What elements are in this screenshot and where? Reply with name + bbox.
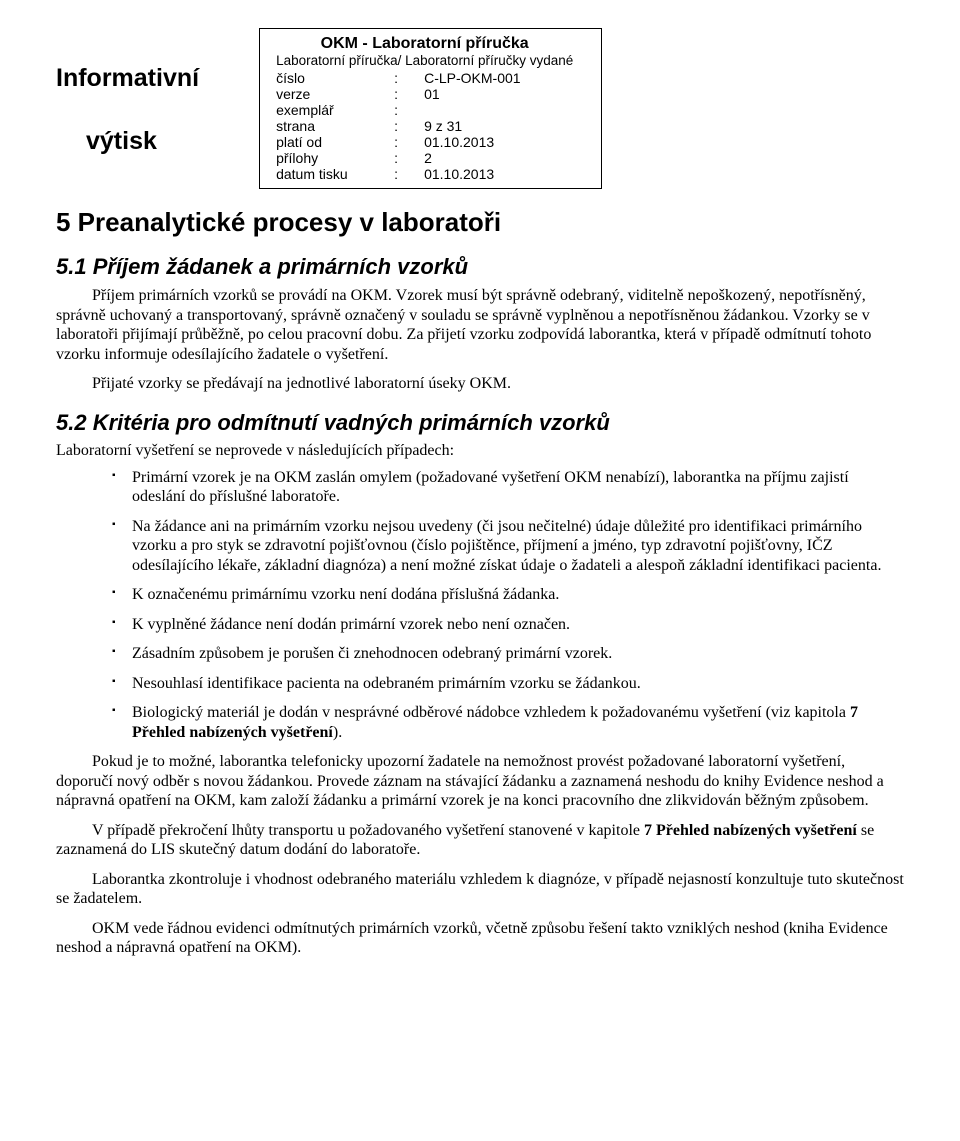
meta-label: strana bbox=[276, 118, 394, 134]
meta-label: exemplář bbox=[276, 102, 394, 118]
meta-value: C-LP-OKM-001 bbox=[424, 70, 573, 86]
stamp-line-2: výtisk bbox=[56, 127, 157, 155]
paragraph: Pokud je to možné, laborantka telefonick… bbox=[56, 752, 904, 811]
section-heading-5: 5 Preanalytické procesy v laboratoři bbox=[56, 207, 904, 238]
text-run: Biologický materiál je dodán v nesprávné… bbox=[132, 704, 850, 721]
meta-value bbox=[424, 102, 573, 118]
meta-colon: : bbox=[394, 70, 424, 86]
text-run: V případě překročení lhůty transportu u … bbox=[92, 822, 644, 839]
list-item: Nesouhlasí identifikace pacienta na odeb… bbox=[112, 674, 904, 694]
subsection-heading-5-1: 5.1 Příjem žádanek a primárních vzorků bbox=[56, 254, 904, 280]
meta-value: 01.10.2013 bbox=[424, 166, 573, 182]
paragraph: Přijaté vzorky se předávají na jednotliv… bbox=[56, 374, 904, 394]
meta-row: číslo : C-LP-OKM-001 bbox=[276, 70, 573, 86]
meta-label: přílohy bbox=[276, 150, 394, 166]
list-intro: Laboratorní vyšetření se neprovede v nás… bbox=[56, 442, 904, 460]
print-stamp: Informativní výtisk bbox=[56, 28, 199, 157]
paragraph: Laborantka zkontroluje i vhodnost odebra… bbox=[56, 870, 904, 909]
meta-colon: : bbox=[394, 102, 424, 118]
meta-label: platí od bbox=[276, 134, 394, 150]
meta-label: datum tisku bbox=[276, 166, 394, 182]
list-item: Biologický materiál je dodán v nesprávné… bbox=[112, 703, 904, 742]
meta-value: 2 bbox=[424, 150, 573, 166]
meta-colon: : bbox=[394, 166, 424, 182]
paragraph: Příjem primárních vzorků se provádí na O… bbox=[56, 286, 904, 364]
text-run: ). bbox=[333, 724, 342, 741]
meta-row: strana : 9 z 31 bbox=[276, 118, 573, 134]
meta-row: přílohy : 2 bbox=[276, 150, 573, 166]
meta-row: datum tisku : 01.10.2013 bbox=[276, 166, 573, 182]
meta-value: 01.10.2013 bbox=[424, 134, 573, 150]
meta-colon: : bbox=[394, 118, 424, 134]
document-meta-box: OKM - Laboratorní příručka Laboratorní p… bbox=[259, 28, 602, 189]
meta-value: 9 z 31 bbox=[424, 118, 573, 134]
list-item: Na žádance ani na primárním vzorku nejso… bbox=[112, 517, 904, 576]
list-item: Zásadním způsobem je porušen či znehodno… bbox=[112, 644, 904, 664]
paragraph: OKM vede řádnou evidenci odmítnutých pri… bbox=[56, 919, 904, 958]
subsection-heading-5-2: 5.2 Kritéria pro odmítnutí vadných primá… bbox=[56, 410, 904, 436]
meta-colon: : bbox=[394, 86, 424, 102]
meta-row: platí od : 01.10.2013 bbox=[276, 134, 573, 150]
page: Informativní výtisk OKM - Laboratorní př… bbox=[0, 0, 960, 1141]
rejection-criteria-list: Primární vzorek je na OKM zaslán omylem … bbox=[56, 468, 904, 743]
paragraph: V případě překročení lhůty transportu u … bbox=[56, 821, 904, 860]
header: Informativní výtisk OKM - Laboratorní př… bbox=[56, 28, 904, 189]
meta-label: verze bbox=[276, 86, 394, 102]
meta-row: verze : 01 bbox=[276, 86, 573, 102]
list-item: Primární vzorek je na OKM zaslán omylem … bbox=[112, 468, 904, 507]
meta-row: exemplář : bbox=[276, 102, 573, 118]
bold-reference: 7 Přehled nabízených vyšetření bbox=[644, 822, 857, 839]
meta-title: OKM - Laboratorní příručka bbox=[276, 35, 573, 53]
list-item: K označenému primárnímu vzorku není dodá… bbox=[112, 585, 904, 605]
list-item: K vyplněné žádance není dodán primární v… bbox=[112, 615, 904, 635]
stamp-line-1: Informativní bbox=[56, 64, 199, 92]
meta-colon: : bbox=[394, 134, 424, 150]
meta-label: číslo bbox=[276, 70, 394, 86]
meta-subtitle: Laboratorní příručka/ Laboratorní příruč… bbox=[276, 53, 573, 68]
meta-colon: : bbox=[394, 150, 424, 166]
meta-value: 01 bbox=[424, 86, 573, 102]
